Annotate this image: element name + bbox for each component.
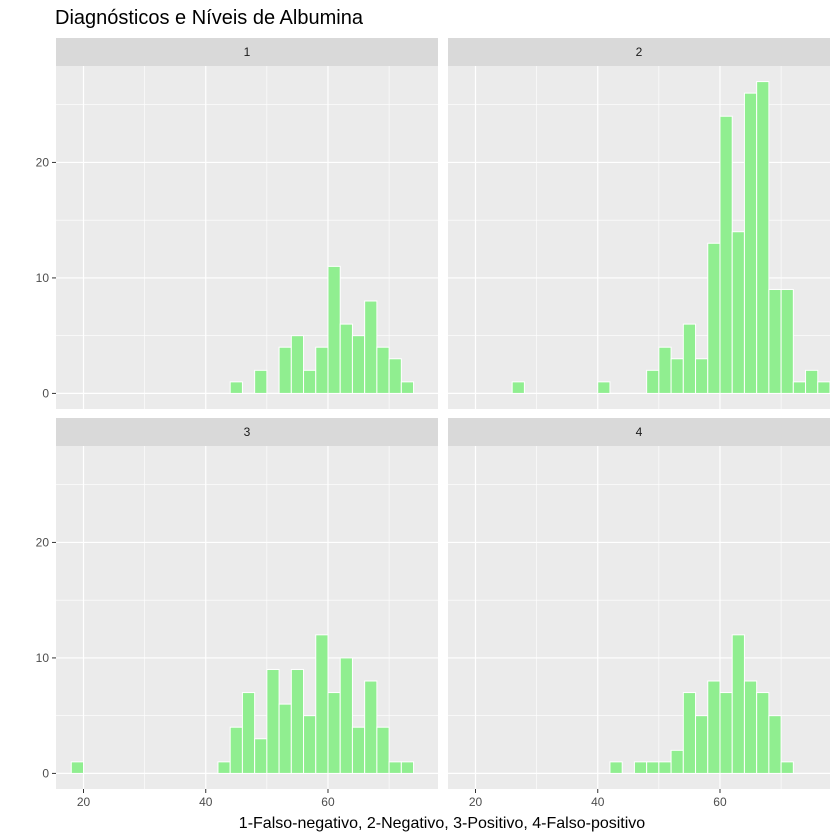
histogram-bar	[388, 358, 402, 394]
y-tick-label: 20	[36, 535, 50, 549]
histogram-bar	[315, 346, 329, 394]
histogram-bar	[278, 703, 292, 774]
histogram-bar	[768, 288, 782, 394]
histogram-bar	[376, 726, 390, 774]
histogram-bar	[670, 358, 684, 394]
facet-strip-label: 4	[636, 425, 643, 439]
facet-panel-2: 2	[448, 38, 831, 409]
histogram-bar	[241, 692, 256, 774]
histogram-bar	[792, 381, 807, 394]
histogram-bar	[805, 369, 819, 394]
histogram-bar	[254, 738, 268, 774]
histogram-bar	[229, 726, 243, 774]
histogram-bar	[817, 381, 831, 394]
histogram-bar	[376, 346, 390, 394]
histogram-bar	[70, 761, 85, 774]
histogram-bar	[217, 761, 231, 774]
histogram-bar	[400, 761, 415, 774]
histogram-bar	[780, 761, 794, 774]
facet-strip	[56, 38, 438, 66]
histogram-bar	[719, 692, 733, 774]
histogram-bar	[229, 381, 243, 394]
x-tick-label: 40	[199, 795, 213, 809]
histogram-bar	[266, 668, 280, 774]
x-tick-label: 20	[77, 795, 91, 809]
y-tick-label: 0	[42, 766, 49, 780]
histogram-bar	[290, 335, 305, 394]
facet-panel-4: 4 20 40 60	[448, 418, 830, 809]
x-tick-label: 60	[321, 795, 335, 809]
histogram-bar	[780, 288, 794, 394]
histogram-bar	[303, 369, 317, 394]
facet-strip-label: 2	[636, 45, 643, 59]
histogram-bar	[400, 381, 415, 394]
facet-strip	[448, 418, 830, 446]
histogram-bar	[646, 369, 660, 394]
facet-panel-3: 3 0 10 20 20 40 60	[36, 418, 438, 809]
histogram-bar	[351, 726, 366, 774]
chart-title: Diagnósticos e Níveis de Albumina	[55, 7, 364, 29]
histogram-bar	[682, 323, 697, 394]
histogram-bar	[743, 680, 758, 774]
x-tick-label: 20	[469, 795, 483, 809]
facet-strip-label: 1	[244, 45, 251, 59]
x-axis-title: 1-Falso-negativo, 2-Negativo, 3-Positivo…	[239, 815, 646, 832]
histogram-bar	[707, 680, 721, 774]
x-tick-label: 60	[713, 795, 727, 809]
histogram-bar	[327, 692, 341, 774]
histogram-bar	[743, 92, 758, 394]
histogram-bar	[756, 81, 770, 394]
histogram-bar	[731, 231, 745, 394]
histogram-bar	[597, 381, 611, 394]
histogram-bar	[707, 242, 721, 394]
histogram-bar	[609, 761, 623, 774]
histogram-bar	[756, 692, 770, 774]
histogram-bar	[695, 358, 709, 394]
histogram-bar	[339, 323, 353, 394]
y-tick-label: 10	[36, 651, 50, 665]
histogram-bar	[658, 761, 672, 774]
histogram-bar	[388, 761, 402, 774]
histogram-bar	[278, 346, 292, 394]
histogram-bar	[339, 657, 353, 774]
histogram-bar	[351, 335, 366, 394]
histogram-bar	[719, 115, 733, 394]
y-tick-label: 10	[36, 271, 50, 285]
y-tick-label: 20	[36, 155, 50, 169]
histogram-bar	[695, 715, 709, 774]
y-tick-label: 0	[42, 386, 49, 400]
histogram-bar	[315, 634, 329, 774]
histogram-bar	[670, 749, 684, 774]
histogram-bar	[327, 265, 341, 394]
facet-strip	[56, 418, 438, 446]
facet-strip-label: 3	[244, 425, 251, 439]
histogram-bar	[290, 668, 305, 774]
histogram-bar	[682, 692, 697, 774]
histogram-bar	[364, 300, 378, 394]
histogram-bar	[768, 715, 782, 774]
x-tick-label: 40	[591, 795, 605, 809]
histogram-bar	[511, 381, 525, 394]
histogram-bar	[731, 634, 745, 774]
histogram-bar	[364, 680, 378, 774]
facet-strip	[448, 38, 830, 66]
histogram-bar	[303, 715, 317, 774]
histogram-bar	[633, 761, 648, 774]
histogram-bar	[658, 346, 672, 394]
histogram-bar	[254, 369, 268, 394]
histogram-bar	[646, 761, 660, 774]
